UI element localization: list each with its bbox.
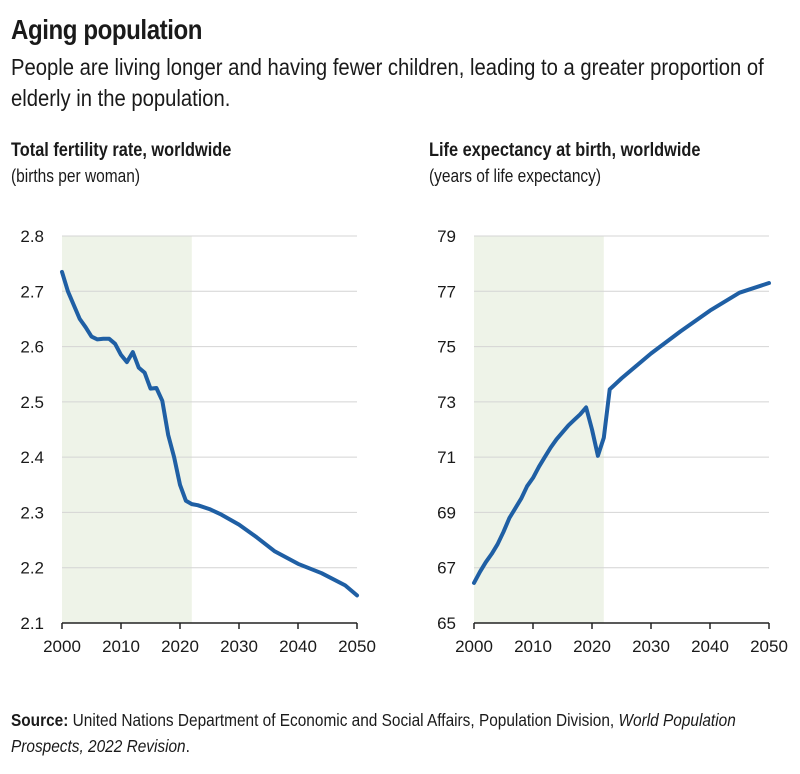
y-tick-label: 67 (437, 559, 456, 578)
x-tick-label: 2050 (338, 637, 376, 656)
y-tick-label: 2.8 (20, 227, 44, 246)
page-subtitle: People are living longer and having fewe… (11, 54, 764, 111)
x-tick-label: 2010 (102, 637, 140, 656)
right-chart-unit: (years of life expectancy) (429, 166, 602, 186)
x-tick-label: 2030 (220, 637, 258, 656)
x-tick-label: 2040 (279, 637, 317, 656)
left-chart-unit: (births per woman) (11, 166, 141, 186)
y-tick-label: 2.7 (20, 282, 44, 301)
y-tick-label: 2.2 (20, 559, 44, 578)
right-chart-title: Life expectancy at birth, worldwide (429, 140, 701, 161)
x-tick-label: 2000 (43, 637, 81, 656)
source-publication: World Population Prospects, 2022 Revisio… (11, 710, 736, 756)
y-tick-label: 2.3 (20, 503, 44, 522)
y-tick-label: 2.6 (20, 338, 44, 357)
y-tick-label: 79 (437, 227, 456, 246)
x-tick-label: 2010 (514, 637, 552, 656)
source-label: Source: (11, 710, 69, 730)
x-tick-label: 2040 (691, 637, 729, 656)
historical-shade (62, 236, 192, 623)
y-tick-label: 69 (437, 503, 456, 522)
source-text: United Nations Department of Economic an… (72, 710, 615, 730)
fertility-chart: 2.8 2.7 2.6 2.5 2.4 2.3 2.2 2.1 2000 2010 2020 2030… (20, 227, 376, 656)
historical-shade (474, 236, 604, 623)
fertility-series-line (60, 269, 359, 598)
life-expectancy-series-line (472, 281, 771, 585)
x-tick-label: 2000 (455, 637, 493, 656)
source-note: Source: United Nations Department of Eco… (11, 707, 768, 759)
y-tick-label: 2.1 (20, 614, 44, 633)
charts-canvas: 2.8 2.7 2.6 2.5 2.4 2.3 2.2 2.1 2000 2010 2020 2030… (20, 227, 788, 656)
source-end: . (185, 736, 190, 756)
y-tick-label: 73 (437, 393, 456, 412)
left-chart-title: Total fertility rate, worldwide (11, 140, 232, 161)
y-tick-label: 2.5 (20, 393, 44, 412)
life-expectancy-chart: 79 77 75 73 71 69 67 65 2000 2010 2020 2030 2040 2050 (437, 227, 788, 656)
x-tick-label: 2020 (573, 637, 611, 656)
x-tick-label: 2050 (750, 637, 788, 656)
y-tick-label: 75 (437, 338, 456, 357)
y-tick-label: 2.4 (20, 448, 44, 467)
page-title: Aging population (11, 14, 203, 45)
x-tick-label: 2030 (632, 637, 670, 656)
y-tick-label: 71 (437, 448, 456, 467)
x-tick-label: 2020 (161, 637, 199, 656)
y-tick-label: 77 (437, 282, 456, 301)
y-tick-label: 65 (437, 614, 456, 633)
